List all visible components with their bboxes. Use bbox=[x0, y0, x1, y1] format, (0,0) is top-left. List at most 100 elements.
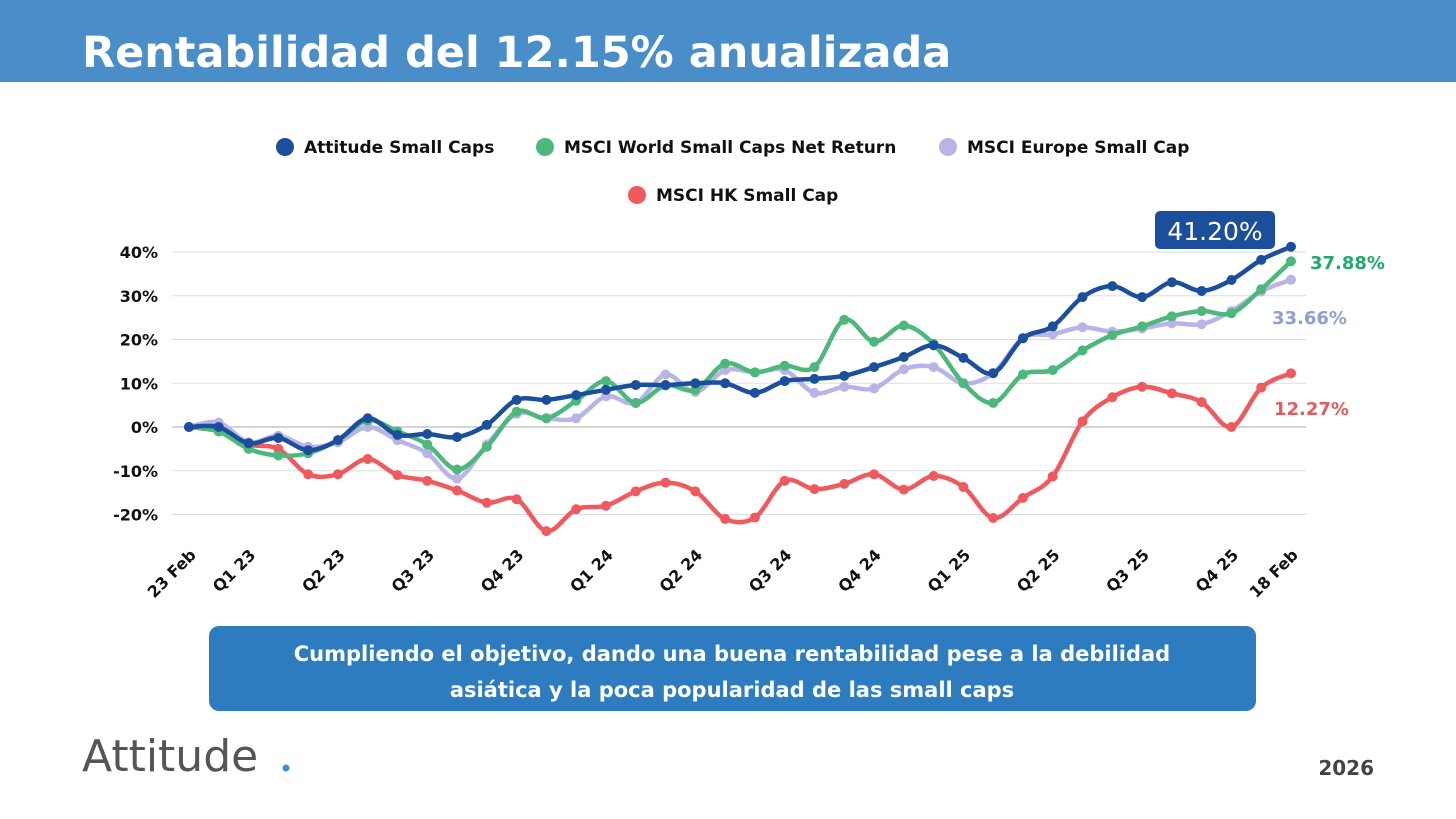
data-point bbox=[690, 486, 701, 497]
data-point bbox=[869, 362, 880, 373]
data-point bbox=[1107, 392, 1118, 403]
legend-marker bbox=[536, 138, 554, 156]
data-point bbox=[720, 513, 731, 524]
data-point bbox=[1196, 285, 1207, 296]
data-point bbox=[1196, 306, 1207, 317]
year: 2026 bbox=[1318, 756, 1374, 780]
data-point bbox=[273, 450, 284, 461]
data-point bbox=[1166, 277, 1177, 288]
data-point bbox=[928, 340, 939, 351]
data-point bbox=[749, 512, 760, 523]
data-point bbox=[690, 378, 701, 389]
data-point bbox=[1286, 368, 1296, 379]
data-point bbox=[213, 422, 224, 432]
data-point bbox=[541, 413, 552, 424]
data-point bbox=[869, 383, 880, 394]
data-point bbox=[1286, 274, 1296, 285]
data-point bbox=[898, 320, 909, 331]
x-tick-label: Q2 25 bbox=[1013, 545, 1064, 596]
series-line bbox=[188, 371, 1292, 534]
y-tick-label: -10% bbox=[113, 462, 158, 481]
data-point bbox=[809, 484, 820, 495]
data-point bbox=[422, 429, 433, 439]
data-point bbox=[1196, 397, 1207, 408]
data-point bbox=[1077, 416, 1088, 427]
data-point bbox=[541, 526, 552, 537]
series-line bbox=[188, 244, 1292, 453]
data-point bbox=[600, 500, 611, 511]
data-point bbox=[779, 475, 790, 486]
data-point bbox=[422, 475, 433, 486]
data-point bbox=[1166, 311, 1177, 322]
data-point bbox=[898, 364, 909, 375]
caption-line: asiática y la poca popularidad de las sm… bbox=[450, 678, 1014, 702]
data-point bbox=[1166, 318, 1177, 329]
data-point bbox=[839, 370, 850, 381]
data-point bbox=[1017, 333, 1028, 344]
data-point bbox=[332, 435, 343, 446]
data-point bbox=[481, 441, 492, 452]
data-point bbox=[1256, 382, 1267, 393]
data-point bbox=[452, 473, 463, 484]
data-point bbox=[1047, 365, 1058, 376]
value-label-box bbox=[1155, 211, 1275, 249]
data-point bbox=[1226, 422, 1237, 432]
data-point bbox=[869, 336, 880, 347]
legend-label: MSCI World Small Caps Net Return bbox=[564, 138, 896, 158]
data-point bbox=[958, 378, 969, 389]
data-point bbox=[809, 373, 820, 384]
y-tick-label: 30% bbox=[120, 287, 158, 306]
data-point bbox=[600, 384, 611, 395]
data-point bbox=[869, 469, 880, 480]
chart: -20% -10% 0% 10% 20% 30% 40% 23 Feb Q1 23 Q2 23 Q3… bbox=[113, 138, 1385, 602]
data-point bbox=[481, 419, 492, 430]
data-point bbox=[392, 470, 403, 481]
data-point bbox=[720, 378, 731, 389]
data-point bbox=[422, 439, 433, 450]
data-point bbox=[1047, 471, 1058, 482]
data-point bbox=[898, 484, 909, 495]
data-point bbox=[928, 362, 939, 373]
data-point bbox=[630, 397, 641, 408]
data-point bbox=[303, 445, 314, 456]
x-tick-label: Q1 24 bbox=[566, 545, 617, 596]
value-label: 12.27% bbox=[1274, 399, 1349, 420]
data-point bbox=[303, 469, 314, 480]
data-point bbox=[392, 429, 403, 440]
data-point bbox=[1077, 322, 1088, 333]
data-point bbox=[1226, 308, 1237, 319]
data-point bbox=[1226, 275, 1237, 285]
x-tick-label: 23 Feb bbox=[144, 545, 200, 601]
data-point bbox=[362, 413, 373, 424]
data-point bbox=[452, 432, 463, 443]
data-point bbox=[1256, 284, 1267, 295]
data-point bbox=[1017, 492, 1028, 503]
x-tick-label: Q1 25 bbox=[924, 545, 975, 596]
data-point bbox=[600, 376, 611, 387]
legend-marker bbox=[276, 138, 294, 156]
value-label: 33.66% bbox=[1272, 308, 1347, 329]
y-tick-label: -20% bbox=[113, 506, 158, 525]
data-point bbox=[1137, 381, 1148, 392]
caption-box bbox=[209, 626, 1256, 711]
x-tick-label: 18 Feb bbox=[1246, 545, 1302, 601]
data-point bbox=[1047, 329, 1058, 340]
data-point bbox=[988, 368, 999, 379]
data-point bbox=[1017, 369, 1028, 380]
data-point bbox=[839, 478, 850, 489]
data-point bbox=[660, 380, 671, 390]
legend-marker bbox=[939, 138, 957, 156]
legend-label: MSCI Europe Small Cap bbox=[967, 138, 1189, 158]
data-point bbox=[511, 494, 522, 505]
data-point bbox=[1286, 256, 1296, 267]
data-point bbox=[988, 397, 999, 408]
x-tick-label: Q2 23 bbox=[298, 545, 349, 596]
data-point bbox=[1047, 321, 1058, 332]
data-point bbox=[630, 380, 641, 390]
data-point bbox=[720, 358, 731, 369]
series-line bbox=[188, 277, 1292, 481]
legend-marker bbox=[628, 186, 646, 204]
header-band bbox=[0, 0, 1456, 82]
